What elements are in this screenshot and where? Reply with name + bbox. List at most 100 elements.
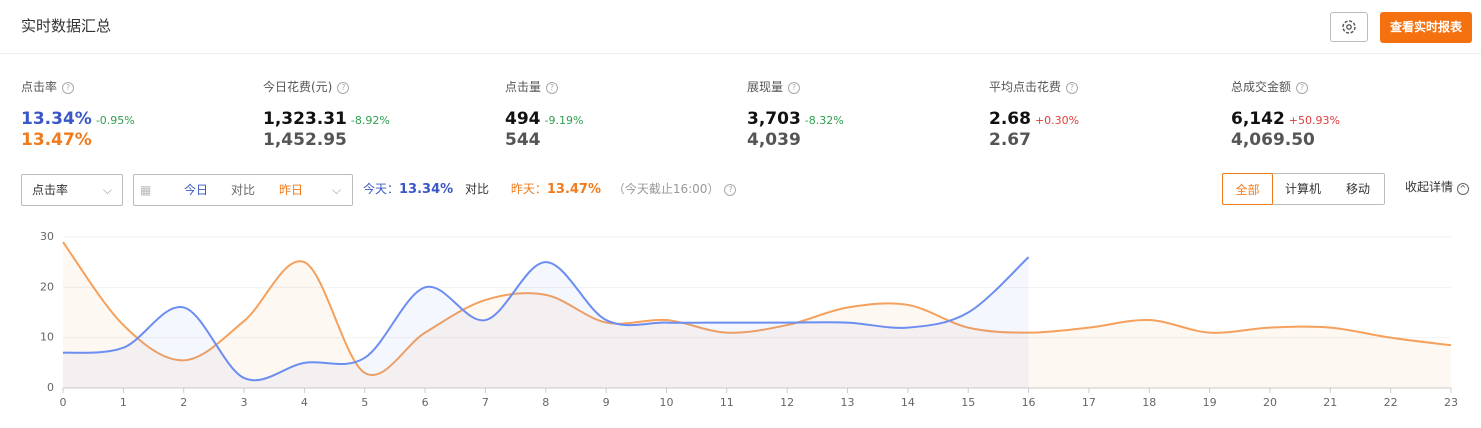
metric-label-text: 总成交金额 [1231, 80, 1292, 94]
help-icon: ? [724, 183, 737, 196]
x-tick-label: 0 [60, 396, 67, 409]
metric-label-text: 点击量 [505, 80, 542, 94]
metric-today: 6,142 +50.93% [1231, 109, 1471, 129]
tab[interactable]: 全部 [1222, 173, 1273, 205]
x-tick-label: 21 [1323, 396, 1337, 409]
date-today: 今日 [184, 183, 209, 197]
chevron: ⌵ [332, 183, 342, 197]
series-line [62, 241, 1452, 376]
chevron: ⌵ [102, 183, 112, 197]
series-line [62, 256, 1030, 382]
metric-change: -8.32% [804, 114, 844, 127]
calendar-icon: ▦ [140, 183, 152, 197]
x-tick-label: 20 [1263, 396, 1277, 409]
tab[interactable]: 移动 [1345, 182, 1370, 196]
yesterday-value: 13.47% [546, 182, 602, 197]
x-tick-label: 14 [901, 396, 915, 409]
help-icon: ? [337, 81, 350, 94]
metric-change: -0.95% [95, 114, 135, 127]
metric-yesterday: 13.47% [21, 130, 92, 150]
metric-yesterday: 4,069.50 [1231, 130, 1315, 150]
metric-change: +0.30% [1034, 114, 1080, 127]
metric-label: 展现量? [747, 78, 987, 95]
x-tick-label: 17 [1082, 396, 1096, 409]
x-tick-label: 22 [1384, 396, 1398, 409]
collapse-text: 收起详情 [1405, 180, 1454, 194]
settings-button[interactable] [1330, 12, 1368, 42]
metric: 点击量? 494 -9.19% 544 [505, 78, 745, 150]
metric-today-value: 494 [505, 109, 541, 129]
metric: 今日花费(元)? 1,323.31 -8.92% 1,452.95 [263, 78, 503, 150]
x-tick-label: 11 [720, 396, 734, 409]
metric-today-value: 13.34% [21, 109, 92, 129]
help-icon: ? [788, 81, 801, 94]
compare-text: 对比 [465, 182, 490, 196]
help-icon: ? [546, 81, 559, 94]
metric-change: +50.93% [1288, 114, 1340, 127]
date-yesterday: 昨日 [279, 183, 304, 197]
metric-yesterday: 4,039 [747, 130, 801, 150]
report-button[interactable]: 查看实时报表 [1380, 12, 1472, 43]
metric-today: 1,323.31 -8.92% [263, 109, 503, 129]
metric-label-text: 平均点击花费 [989, 80, 1062, 94]
x-tick-label: 23 [1444, 396, 1458, 409]
metric-change: -9.19% [544, 114, 584, 127]
metric: 总成交金额? 6,142 +50.93% 4,069.50 [1231, 78, 1471, 150]
metric-today-value: 2.68 [989, 109, 1031, 129]
today-value: 13.34% [399, 182, 454, 197]
metric: 平均点击花费? 2.68 +0.30% 2.67 [989, 78, 1229, 150]
x-tick-label: 10 [659, 396, 673, 409]
tab[interactable]: 计算机 [1284, 182, 1321, 196]
metric-yesterday: 544 [505, 130, 541, 150]
y-tick-label: 0 [47, 381, 54, 394]
tabs: 全部 计算机 移动 [1222, 173, 1385, 205]
note: （今天截止16:00） [612, 182, 720, 196]
series-area [63, 257, 1029, 388]
x-tick-label: 12 [780, 396, 794, 409]
x-tick-label: 18 [1142, 396, 1156, 409]
x-tick-label: 13 [841, 396, 855, 409]
gear-icon [1342, 20, 1356, 34]
metric-label: 今日花费(元)? [263, 78, 503, 95]
metric-today: 13.34% -0.95% [21, 109, 261, 129]
today-label: 今天： [363, 182, 400, 196]
date-compare: 对比 [231, 183, 256, 197]
metric-today-value: 1,323.31 [263, 109, 347, 129]
metric-label: 点击量? [505, 78, 745, 95]
metric: 展现量? 3,703 -8.32% 4,039 [747, 78, 987, 150]
metric-today: 494 -9.19% [505, 109, 745, 129]
metric-label-text: 展现量 [747, 80, 784, 94]
x-tick-label: 16 [1022, 396, 1036, 409]
divider [0, 53, 1481, 54]
x-tick-label: 1 [120, 396, 127, 409]
metric-change: -8.92% [350, 114, 390, 127]
metric-yesterday: 1,452.95 [263, 130, 347, 150]
metric-today: 2.68 +0.30% [989, 109, 1229, 129]
metric-label-text: 点击率 [21, 80, 58, 94]
x-tick-label: 3 [241, 396, 248, 409]
help-icon: ? [1066, 81, 1079, 94]
metric-label: 平均点击花费? [989, 78, 1229, 95]
metric: 点击率? 13.34% -0.95% 13.47% [21, 78, 261, 150]
x-tick-label: 2 [180, 396, 187, 409]
help-icon: ? [62, 81, 75, 94]
x-tick-label: 6 [422, 396, 429, 409]
metric-select[interactable]: 点击率 ⌵ [21, 174, 123, 206]
x-tick-label: 5 [361, 396, 368, 409]
collapse-icon: ^ [1456, 183, 1469, 195]
metric-yesterday: 2.67 [989, 130, 1031, 150]
y-tick-label: 20 [40, 280, 54, 293]
x-tick-label: 19 [1203, 396, 1217, 409]
yesterday-label: 昨天： [510, 182, 547, 196]
x-tick-label: 7 [482, 396, 489, 409]
title: 实时数据汇总 [21, 17, 112, 35]
collapse-link[interactable]: 收起详情 ^ [1405, 178, 1469, 195]
metric-today-value: 3,703 [747, 109, 801, 129]
x-tick-label: 4 [301, 396, 308, 409]
date-picker[interactable]: ▦ 今日 对比 昨日 ⌵ [133, 174, 353, 206]
metric-today-value: 6,142 [1231, 109, 1285, 129]
metric-label-text: 今日花费(元) [263, 80, 333, 94]
x-tick-label: 9 [603, 396, 610, 409]
